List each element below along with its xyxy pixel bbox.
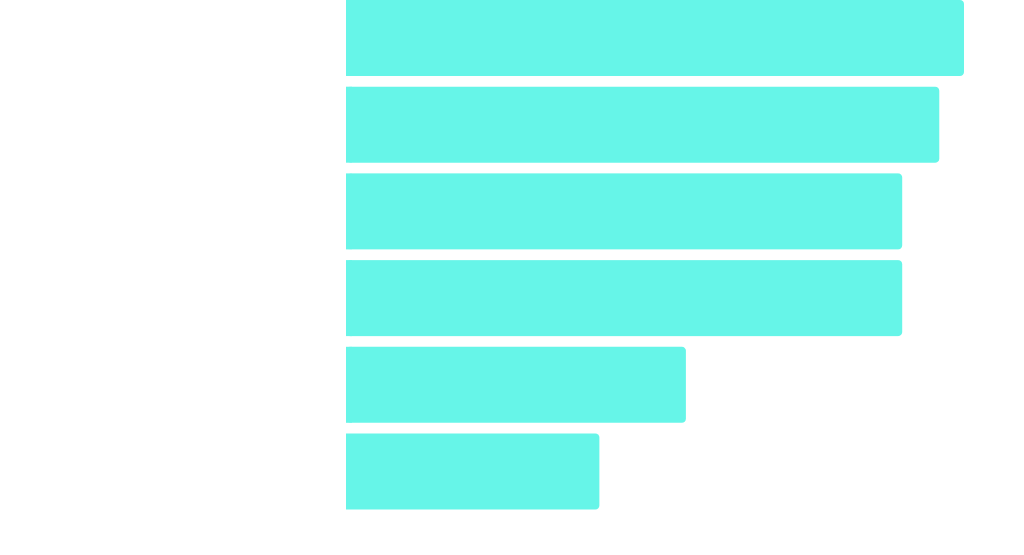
bar-4-base [346,260,352,337]
bar-1 [346,0,964,76]
bar-4 [346,260,903,337]
bar-2 [346,86,940,163]
bar-2-base [346,86,352,163]
bar-3-base [346,173,352,250]
bar-group [346,0,964,510]
bar-6 [346,433,600,510]
bar-6-base [346,433,352,510]
bar-5 [346,346,686,423]
bar-5-base [346,346,352,423]
bar-1-base [346,0,352,76]
bar-3 [346,173,903,250]
